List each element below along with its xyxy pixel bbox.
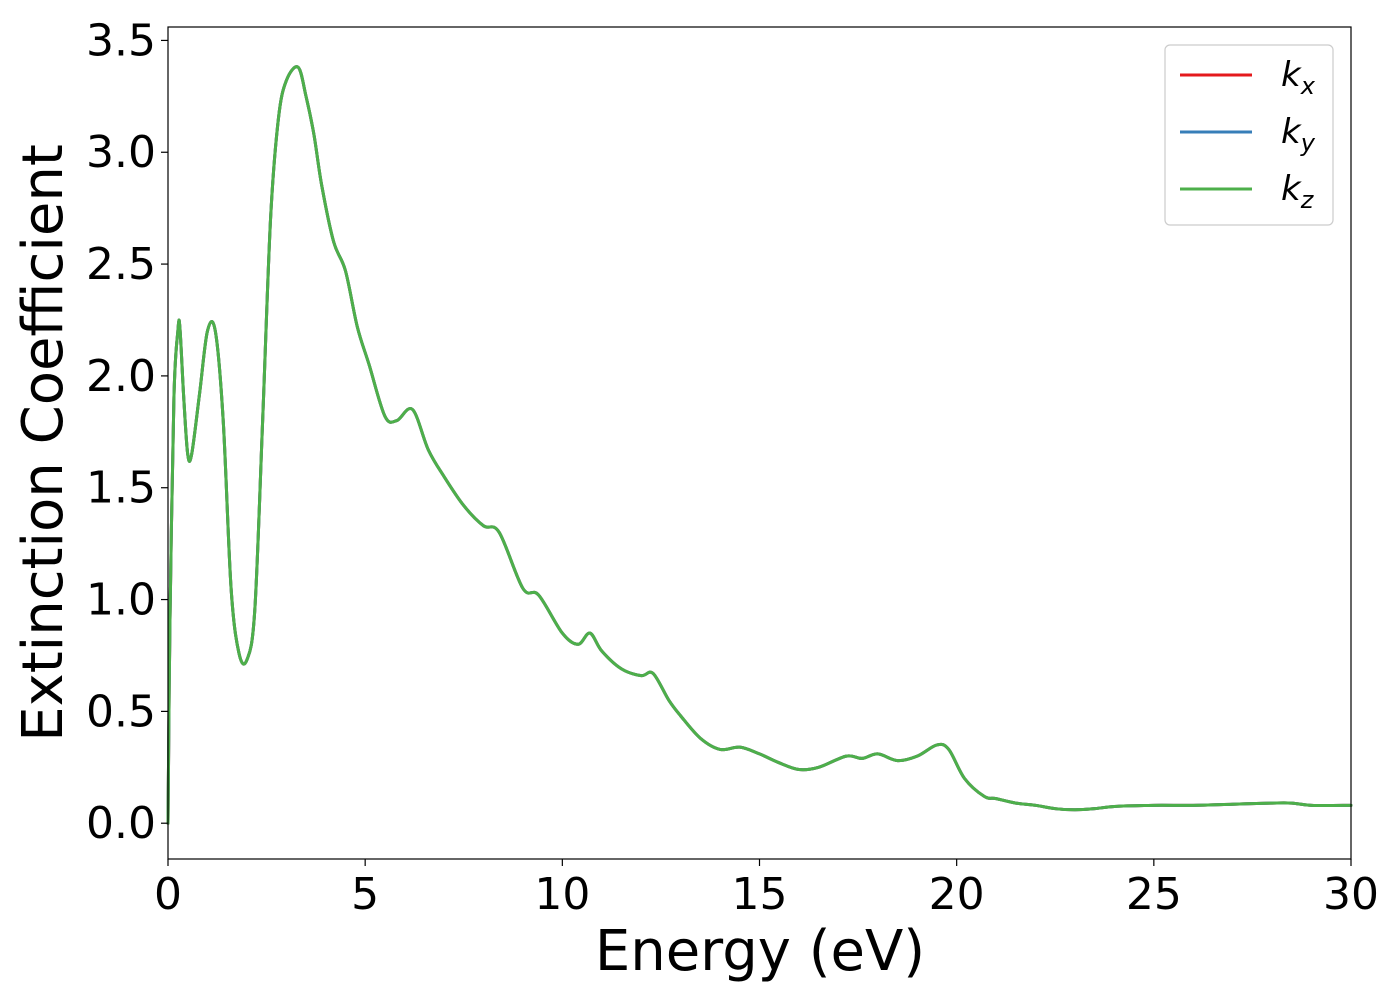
legend-label-ky: ky [1281,112,1316,157]
x-tick-label: 30 [1323,869,1379,920]
x-tick-label: 25 [1126,869,1182,920]
legend: kx ky kz [1164,44,1334,226]
series-line-kz [166,65,1353,825]
series-curves [166,65,1353,825]
x-tick-label: 10 [534,869,590,920]
legend-box [1164,44,1334,226]
y-tick-label: 1.5 [86,463,156,514]
y-tick-label: 3.0 [86,127,156,178]
y-axis-title: Extinction Coefficient [11,144,76,742]
y-tick-label: 2.5 [86,239,156,290]
x-tick-label: 20 [929,869,985,920]
y-axis-ticks: 0.0 0.5 1.0 1.5 2.0 2.5 3.0 3.5 [86,15,168,849]
x-tick-label: 5 [351,869,379,920]
legend-label-kx: kx [1281,55,1316,100]
y-tick-label: 2.0 [86,351,156,402]
y-tick-label: 0.5 [86,686,156,737]
y-tick-label: 3.5 [86,15,156,66]
x-axis-title: Energy (eV) [595,919,925,984]
x-tick-label: 15 [732,869,788,920]
x-axis-ticks: 0 5 10 15 20 25 30 [154,859,1379,920]
y-tick-label: 0.0 [86,798,156,849]
x-tick-label: 0 [154,869,182,920]
y-tick-label: 1.0 [86,575,156,626]
legend-label-kz: kz [1281,169,1315,214]
